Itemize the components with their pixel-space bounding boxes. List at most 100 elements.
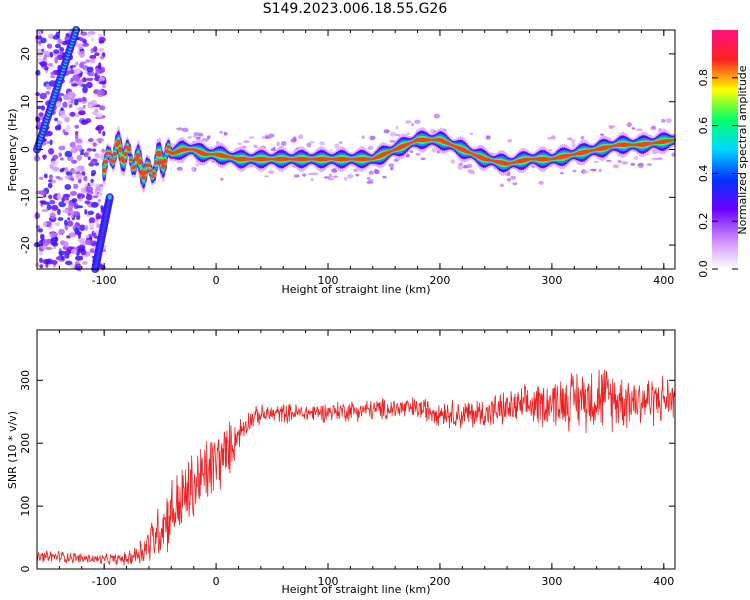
noise-speckle: [323, 176, 330, 179]
noise-speckle: [309, 141, 315, 144]
x-tick-label: 100: [318, 274, 339, 287]
noise-speckle: [550, 135, 556, 140]
noise-speckle: [593, 160, 599, 164]
noise-speckle: [367, 145, 374, 151]
noise-speckle: [58, 250, 66, 256]
noise-speckle: [95, 112, 103, 118]
noise-speckle: [51, 260, 58, 265]
colorbar-ticks: 0.0 0.2 0.4 0.6 0.8: [697, 69, 738, 278]
noise-speckle: [95, 186, 102, 191]
noise-speckle: [566, 137, 573, 141]
noise-speckle: [672, 153, 676, 157]
noise-speckle: [389, 131, 397, 137]
noise-speckle: [77, 106, 84, 112]
noise-speckle: [50, 160, 59, 166]
noise-speckle: [57, 208, 61, 215]
noise-speckle: [63, 209, 69, 213]
noise-speckle: [85, 194, 93, 201]
noise-speckle: [41, 105, 45, 111]
noise-speckle: [50, 75, 56, 79]
noise-speckle: [195, 136, 201, 140]
noise-speckle: [85, 59, 91, 63]
noise-speckle: [459, 162, 463, 166]
noise-speckle: [85, 239, 92, 245]
noise-speckle: [55, 31, 60, 38]
ridge-core: [166, 145, 171, 149]
noise-speckle: [665, 118, 672, 124]
ridge-core: [128, 158, 134, 162]
noise-speckle: [98, 128, 102, 134]
noise-speckle: [97, 89, 105, 96]
x-tick-label: 200: [429, 575, 450, 588]
noise-speckle: [264, 175, 269, 178]
noise-speckle: [95, 212, 101, 220]
noise-speckle: [66, 220, 74, 227]
ridge-core: [139, 169, 144, 176]
noise-speckle: [75, 133, 79, 140]
snr-series-line: [36, 369, 676, 566]
noise-speckle: [62, 193, 71, 198]
noise-speckle: [67, 98, 72, 105]
noise-speckle: [63, 241, 69, 248]
noise-speckle: [46, 204, 52, 211]
noise-speckle: [301, 173, 307, 177]
colorbar-tick-label: 0.4: [697, 165, 710, 183]
noise-speckle: [86, 77, 94, 81]
noise-speckle: [57, 54, 64, 60]
snr-marks: [36, 369, 676, 566]
noise-speckle: [347, 174, 354, 179]
noise-speckle: [40, 233, 45, 240]
noise-speckle: [198, 132, 204, 137]
ridge-core: [116, 139, 121, 146]
noise-speckle: [96, 124, 104, 131]
noise-speckle: [310, 178, 314, 182]
y-tick-label: 100: [19, 496, 32, 517]
noise-speckle: [410, 122, 415, 127]
noise-speckle: [77, 79, 84, 86]
noise-speckle: [64, 150, 73, 158]
noise-speckle: [374, 169, 380, 175]
noise-speckle: [331, 168, 338, 173]
noise-speckle: [570, 138, 576, 143]
noise-speckle: [102, 130, 106, 137]
noise-speckle: [506, 177, 512, 182]
noise-speckle: [42, 239, 50, 246]
ridge-core: [112, 151, 118, 157]
noise-speckle: [60, 157, 64, 161]
noise-speckle: [292, 136, 297, 142]
noise-speckle: [93, 46, 98, 53]
noise-speckle: [64, 36, 69, 41]
noise-speckle: [311, 172, 319, 176]
noise-speckle: [46, 140, 50, 145]
noise-speckle: [71, 83, 78, 87]
snr-axes: -100 0 100 200 300 400 0 100 200 300: [19, 330, 675, 588]
noise-speckle: [187, 136, 193, 139]
noise-speckle: [74, 261, 80, 265]
noise-speckle: [195, 162, 200, 167]
ridge-core: [103, 159, 109, 164]
noise-speckle: [469, 170, 476, 175]
noise-speckle: [319, 141, 325, 146]
noise-speckle: [651, 157, 659, 161]
noise-speckle: [84, 209, 88, 215]
noise-speckle: [75, 255, 81, 261]
noise-speckle: [49, 232, 57, 238]
noise-speckle: [366, 176, 371, 180]
noise-speckle: [84, 200, 91, 205]
noise-speckle: [38, 176, 44, 180]
noise-speckle: [63, 131, 69, 136]
noise-speckle: [85, 235, 90, 239]
noise-speckle: [74, 98, 79, 106]
noise-speckle: [298, 134, 304, 140]
noise-speckle: [53, 49, 60, 54]
noise-speckle: [76, 165, 85, 172]
noise-speckle: [42, 50, 50, 55]
noise-speckle: [35, 92, 40, 97]
noise-speckle: [75, 173, 82, 180]
noise-speckle: [201, 138, 209, 142]
noise-speckle: [389, 139, 396, 143]
noise-speckle: [598, 168, 602, 173]
noise-speckle: [68, 103, 73, 108]
y-tick-label: 20: [19, 47, 32, 61]
noise-speckle: [37, 228, 43, 233]
